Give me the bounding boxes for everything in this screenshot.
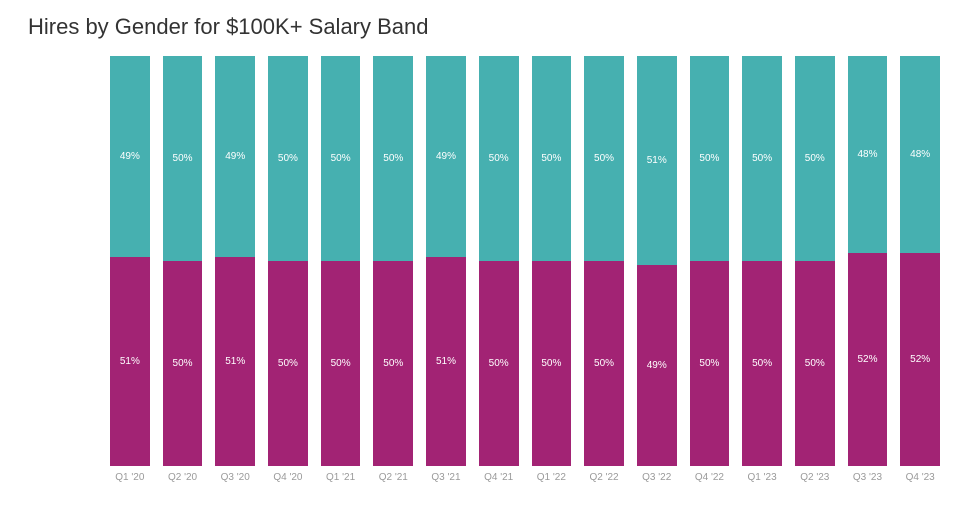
bar-value-top: 51% bbox=[647, 155, 667, 166]
x-tick: Q3 '22 bbox=[637, 472, 677, 483]
bar-segment-bottom: 50% bbox=[532, 261, 572, 466]
bar-segment-top: 48% bbox=[848, 56, 888, 253]
bar-value-bottom: 50% bbox=[541, 358, 561, 369]
bar-value-bottom: 52% bbox=[857, 354, 877, 365]
bar-segment-top: 50% bbox=[479, 56, 519, 261]
bar-value-top: 50% bbox=[173, 153, 193, 164]
bar-value-bottom: 51% bbox=[436, 356, 456, 367]
bar-value-bottom: 50% bbox=[805, 358, 825, 369]
bar-value-bottom: 52% bbox=[910, 354, 930, 365]
bar-segment-bottom: 51% bbox=[215, 257, 255, 466]
bar-value-bottom: 50% bbox=[699, 358, 719, 369]
bar-q2-22: 50% 50% bbox=[584, 56, 624, 466]
bar-value-top: 49% bbox=[225, 151, 245, 162]
bar-q2-23: 50% 50% bbox=[795, 56, 835, 466]
bar-q3-23: 48% 52% bbox=[848, 56, 888, 466]
x-tick: Q2 '21 bbox=[373, 472, 413, 483]
bar-value-top: 50% bbox=[699, 153, 719, 164]
bar-segment-bottom: 50% bbox=[268, 261, 308, 466]
bar-segment-bottom: 52% bbox=[848, 253, 888, 466]
x-tick: Q1 '22 bbox=[532, 472, 572, 483]
bar-segment-bottom: 50% bbox=[742, 261, 782, 466]
bar-segment-bottom: 50% bbox=[373, 261, 413, 466]
bar-value-bottom: 50% bbox=[383, 358, 403, 369]
bar-value-bottom: 50% bbox=[173, 358, 193, 369]
bar-segment-top: 50% bbox=[373, 56, 413, 261]
x-tick: Q2 '20 bbox=[163, 472, 203, 483]
x-tick: Q4 '20 bbox=[268, 472, 308, 483]
bar-segment-bottom: 50% bbox=[163, 261, 203, 466]
x-tick: Q2 '23 bbox=[795, 472, 835, 483]
bar-value-bottom: 50% bbox=[594, 358, 614, 369]
chart-title: Hires by Gender for $100K+ Salary Band bbox=[28, 14, 429, 40]
bar-segment-top: 48% bbox=[900, 56, 940, 253]
x-tick: Q1 '23 bbox=[742, 472, 782, 483]
bar-value-top: 49% bbox=[436, 151, 456, 162]
bar-segment-top: 49% bbox=[110, 56, 150, 257]
bar-value-bottom: 50% bbox=[489, 358, 509, 369]
bar-q3-22: 51% 49% bbox=[637, 56, 677, 466]
bar-segment-bottom: 52% bbox=[900, 253, 940, 466]
bar-segment-top: 49% bbox=[215, 56, 255, 257]
x-axis: Q1 '20 Q2 '20 Q3 '20 Q4 '20 Q1 '21 Q2 '2… bbox=[110, 472, 940, 483]
bar-segment-top: 50% bbox=[584, 56, 624, 261]
bar-q1-20: 49% 51% bbox=[110, 56, 150, 466]
bar-segment-bottom: 50% bbox=[795, 261, 835, 466]
bar-segment-bottom: 50% bbox=[584, 261, 624, 466]
bar-value-top: 48% bbox=[857, 149, 877, 160]
bar-value-top: 50% bbox=[383, 153, 403, 164]
x-tick: Q2 '22 bbox=[584, 472, 624, 483]
bar-value-top: 50% bbox=[278, 153, 298, 164]
x-tick: Q3 '20 bbox=[215, 472, 255, 483]
bar-segment-top: 49% bbox=[426, 56, 466, 257]
bar-value-top: 50% bbox=[805, 153, 825, 164]
bar-q4-23: 48% 52% bbox=[900, 56, 940, 466]
bar-q3-21: 49% 51% bbox=[426, 56, 466, 466]
bar-value-top: 49% bbox=[120, 151, 140, 162]
bar-value-top: 50% bbox=[331, 153, 351, 164]
x-tick: Q4 '22 bbox=[690, 472, 730, 483]
bar-segment-bottom: 51% bbox=[426, 257, 466, 466]
bar-value-top: 50% bbox=[594, 153, 614, 164]
bar-segment-bottom: 50% bbox=[690, 261, 730, 466]
bar-segment-bottom: 49% bbox=[637, 265, 677, 466]
x-tick: Q4 '21 bbox=[479, 472, 519, 483]
bar-q4-20: 50% 50% bbox=[268, 56, 308, 466]
bar-value-bottom: 49% bbox=[647, 360, 667, 371]
bar-segment-bottom: 51% bbox=[110, 257, 150, 466]
bar-q4-21: 50% 50% bbox=[479, 56, 519, 466]
bar-segment-top: 50% bbox=[795, 56, 835, 261]
bar-value-top: 50% bbox=[541, 153, 561, 164]
bar-segment-top: 50% bbox=[268, 56, 308, 261]
bar-q3-20: 49% 51% bbox=[215, 56, 255, 466]
bar-q1-21: 50% 50% bbox=[321, 56, 361, 466]
bar-q2-21: 50% 50% bbox=[373, 56, 413, 466]
x-tick: Q1 '21 bbox=[321, 472, 361, 483]
x-tick: Q1 '20 bbox=[110, 472, 150, 483]
chart-plot-area: 49% 51% 50% 50% 49% 51% 50% 50% 50% 50% … bbox=[110, 56, 940, 466]
bar-value-bottom: 50% bbox=[752, 358, 772, 369]
bar-value-top: 48% bbox=[910, 149, 930, 160]
bar-segment-top: 50% bbox=[163, 56, 203, 261]
bar-value-bottom: 50% bbox=[278, 358, 298, 369]
bar-value-top: 50% bbox=[489, 153, 509, 164]
bar-segment-top: 50% bbox=[742, 56, 782, 261]
bar-segment-top: 50% bbox=[532, 56, 572, 261]
bar-q1-23: 50% 50% bbox=[742, 56, 782, 466]
bar-segment-top: 50% bbox=[321, 56, 361, 261]
bar-value-bottom: 51% bbox=[225, 356, 245, 367]
bar-value-top: 50% bbox=[752, 153, 772, 164]
bar-q1-22: 50% 50% bbox=[532, 56, 572, 466]
bar-segment-bottom: 50% bbox=[321, 261, 361, 466]
x-tick: Q4 '23 bbox=[900, 472, 940, 483]
bar-q2-20: 50% 50% bbox=[163, 56, 203, 466]
bar-segment-bottom: 50% bbox=[479, 261, 519, 466]
bar-segment-top: 51% bbox=[637, 56, 677, 265]
bar-value-bottom: 51% bbox=[120, 356, 140, 367]
x-tick: Q3 '23 bbox=[848, 472, 888, 483]
x-tick: Q3 '21 bbox=[426, 472, 466, 483]
bar-value-bottom: 50% bbox=[331, 358, 351, 369]
bar-segment-top: 50% bbox=[690, 56, 730, 261]
bar-q4-22: 50% 50% bbox=[690, 56, 730, 466]
